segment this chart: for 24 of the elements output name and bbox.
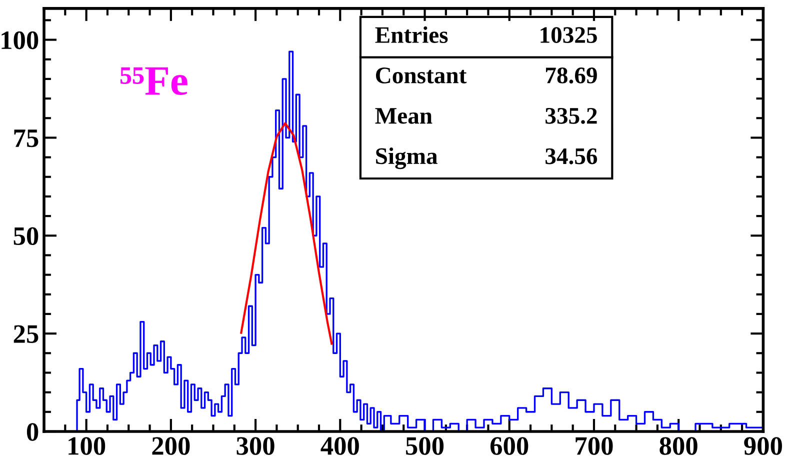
x-tick-label: 900: [744, 437, 782, 455]
y-tick-label: 0: [26, 423, 38, 441]
annotation: ⁵⁵Fe: [120, 67, 188, 95]
y-tick-label: 75: [14, 130, 38, 148]
x-tick-label: 100: [68, 437, 106, 455]
annotation: Mean: [375, 108, 432, 124]
annotation: 34.56: [546, 148, 598, 164]
annotation: Constant: [376, 68, 467, 84]
x-tick-label: 400: [320, 437, 359, 455]
x-tick-label: 500: [406, 437, 444, 455]
y-tick-label: 100: [2, 31, 38, 50]
annotation: Entries: [375, 26, 448, 44]
x-tick-label: 600: [490, 437, 528, 455]
x-tick-label: 700: [576, 437, 613, 455]
y-tick-label: 25: [14, 325, 38, 343]
y-tick-label: 50: [14, 227, 38, 246]
x-tick-label: 300: [236, 437, 274, 455]
x-tick-label: 200: [152, 437, 190, 455]
line-series: [240, 122, 333, 345]
annotation: Sigma: [376, 148, 438, 170]
annotation: 335.2: [546, 108, 597, 124]
annotation: 78.69: [546, 67, 597, 84]
annotation: 10325: [540, 27, 597, 44]
x-tick-label: 800: [660, 437, 698, 455]
